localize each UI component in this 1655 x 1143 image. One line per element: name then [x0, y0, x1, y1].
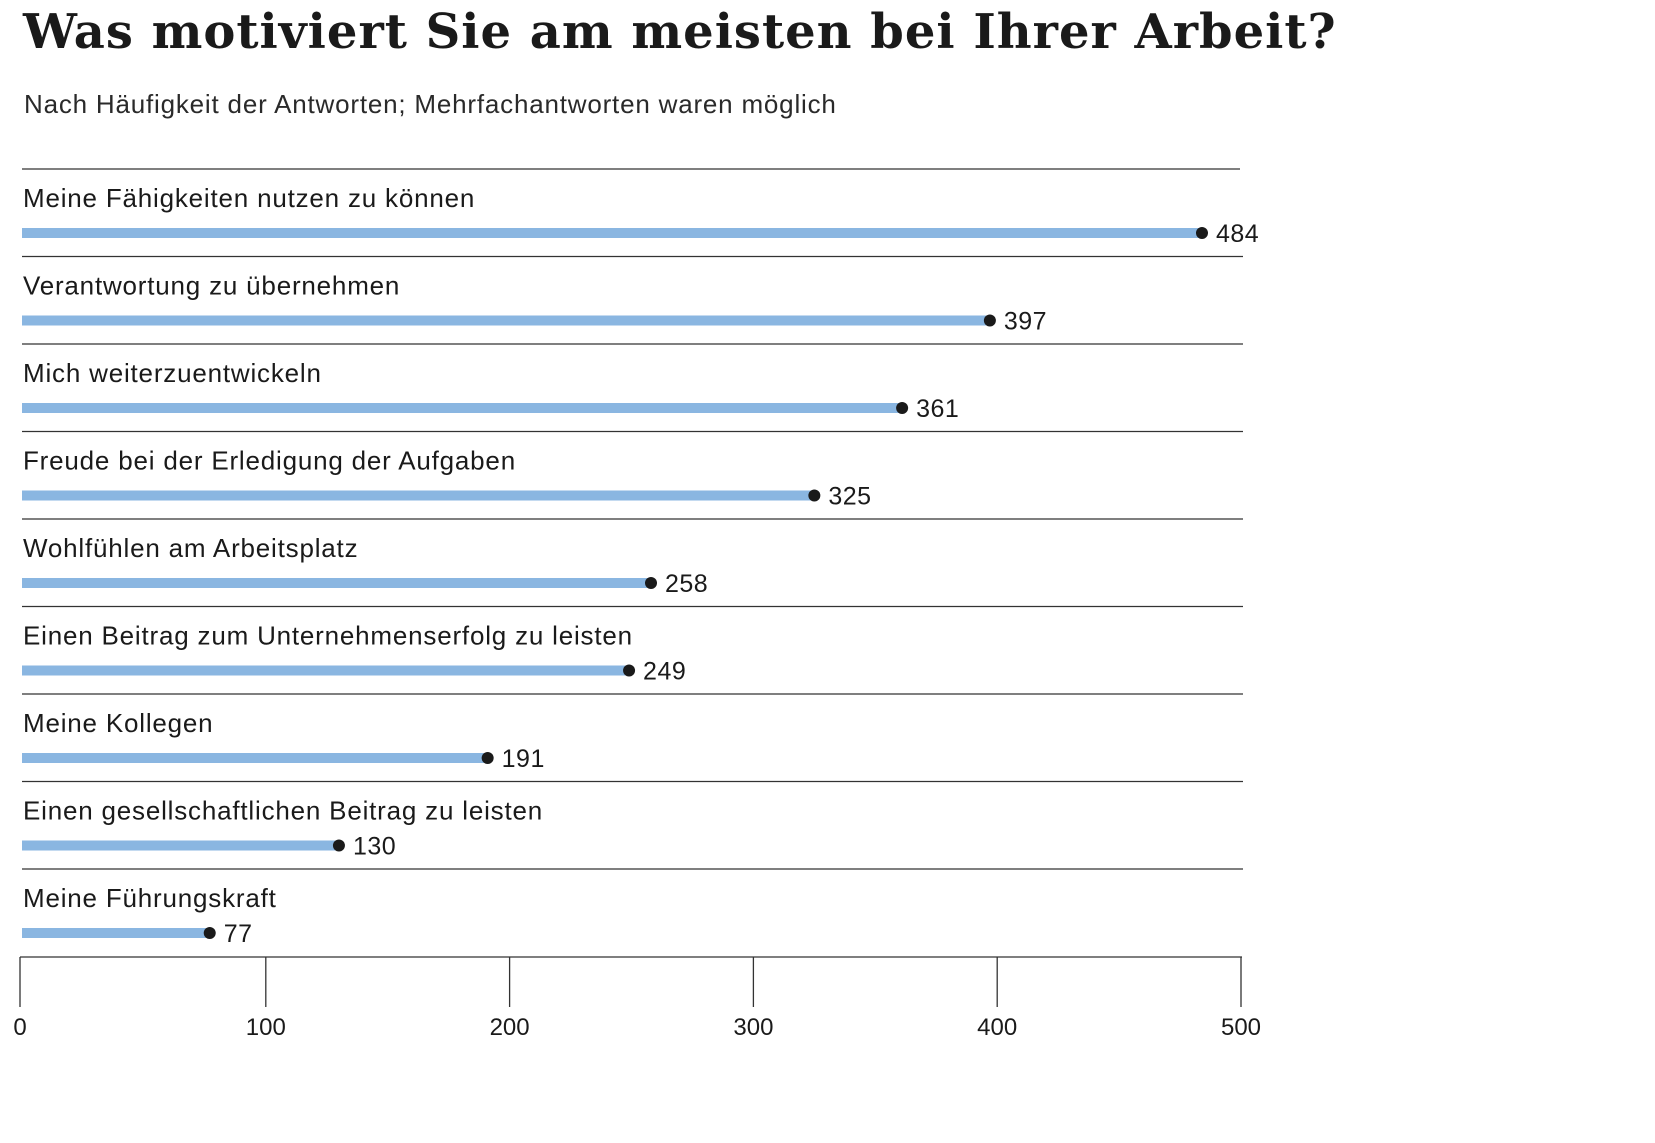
- chart-subtitle: Nach Häufigkeit der Antworten; Mehrfacha…: [24, 89, 837, 119]
- bar: [22, 490, 815, 501]
- bar-row: Verantwortung zu übernehmen 397: [22, 271, 1243, 345]
- value-label: 325: [828, 483, 871, 511]
- value-label: 361: [916, 395, 959, 423]
- x-tick-label: 500: [1221, 1014, 1261, 1041]
- category-label: Einen Beitrag zum Unternehmenserfolg zu …: [23, 621, 633, 651]
- bar-end-dot: [203, 927, 216, 939]
- bar-end-dot: [1195, 227, 1208, 239]
- category-label: Einen gesellschaftlichen Beitrag zu leis…: [23, 796, 543, 826]
- bar: [22, 753, 488, 763]
- bar-end-dot: [481, 752, 494, 764]
- category-label: Meine Fähigkeiten nutzen zu können: [23, 183, 475, 213]
- bar-row: Einen Beitrag zum Unternehmenserfolg zu …: [22, 621, 1243, 695]
- bar-end-dot: [332, 839, 345, 852]
- value-label: 77: [224, 920, 253, 948]
- bar-row: Einen gesellschaftlichen Beitrag zu leis…: [22, 796, 1243, 870]
- bar: [22, 578, 652, 588]
- category-label: Wohlfühlen am Arbeitsplatz: [23, 533, 358, 563]
- category-label: Mich weiterzuentwickeln: [23, 358, 322, 388]
- bar-end-dot: [983, 314, 996, 327]
- bar-row: Wohlfühlen am Arbeitsplatz 258: [22, 533, 1243, 608]
- bar-row: Mich weiterzuentwickeln 361: [22, 358, 1243, 433]
- value-label: 484: [1216, 220, 1259, 248]
- category-label: Meine Kollegen: [23, 708, 213, 738]
- x-tick-label: 200: [490, 1014, 530, 1041]
- bar-end-dot: [623, 664, 636, 677]
- x-tick-label: 100: [246, 1014, 286, 1041]
- category-label: Verantwortung zu übernehmen: [23, 271, 400, 301]
- bar-row: Meine Führungskraft 77: [22, 883, 277, 948]
- bar: [22, 403, 903, 413]
- category-label: Meine Führungskraft: [23, 883, 277, 913]
- bar: [22, 315, 990, 326]
- chart-title: Was motiviert Sie am meisten bei Ihrer A…: [23, 4, 1337, 60]
- x-tick-label: 300: [733, 1014, 773, 1041]
- value-label: 258: [665, 570, 708, 598]
- category-label: Freude bei der Erledigung der Aufgaben: [23, 446, 516, 476]
- bar: [22, 228, 1202, 238]
- bar: [22, 665, 630, 676]
- bar-end-dot: [808, 489, 821, 502]
- bar-row: Freude bei der Erledigung der Aufgaben 32…: [22, 446, 1243, 520]
- bar: [22, 928, 210, 938]
- value-label: 130: [353, 833, 396, 861]
- value-label: 397: [1004, 308, 1047, 336]
- bar-end-dot: [645, 577, 658, 589]
- x-tick-label: 400: [977, 1014, 1017, 1041]
- x-axis: 0 100 200 300 400 500: [13, 956, 1261, 1041]
- bar-end-dot: [896, 402, 909, 414]
- bar-row: Meine Kollegen 191: [22, 708, 1243, 783]
- x-tick-label: 0: [13, 1014, 26, 1041]
- value-label: 249: [643, 658, 686, 686]
- value-label: 191: [502, 745, 545, 773]
- bar: [22, 840, 339, 851]
- chart-rows: Meine Fähigkeiten nutzen zu können 484 Ver…: [22, 168, 1259, 948]
- bar-row: Meine Fähigkeiten nutzen zu können 484: [22, 183, 1259, 258]
